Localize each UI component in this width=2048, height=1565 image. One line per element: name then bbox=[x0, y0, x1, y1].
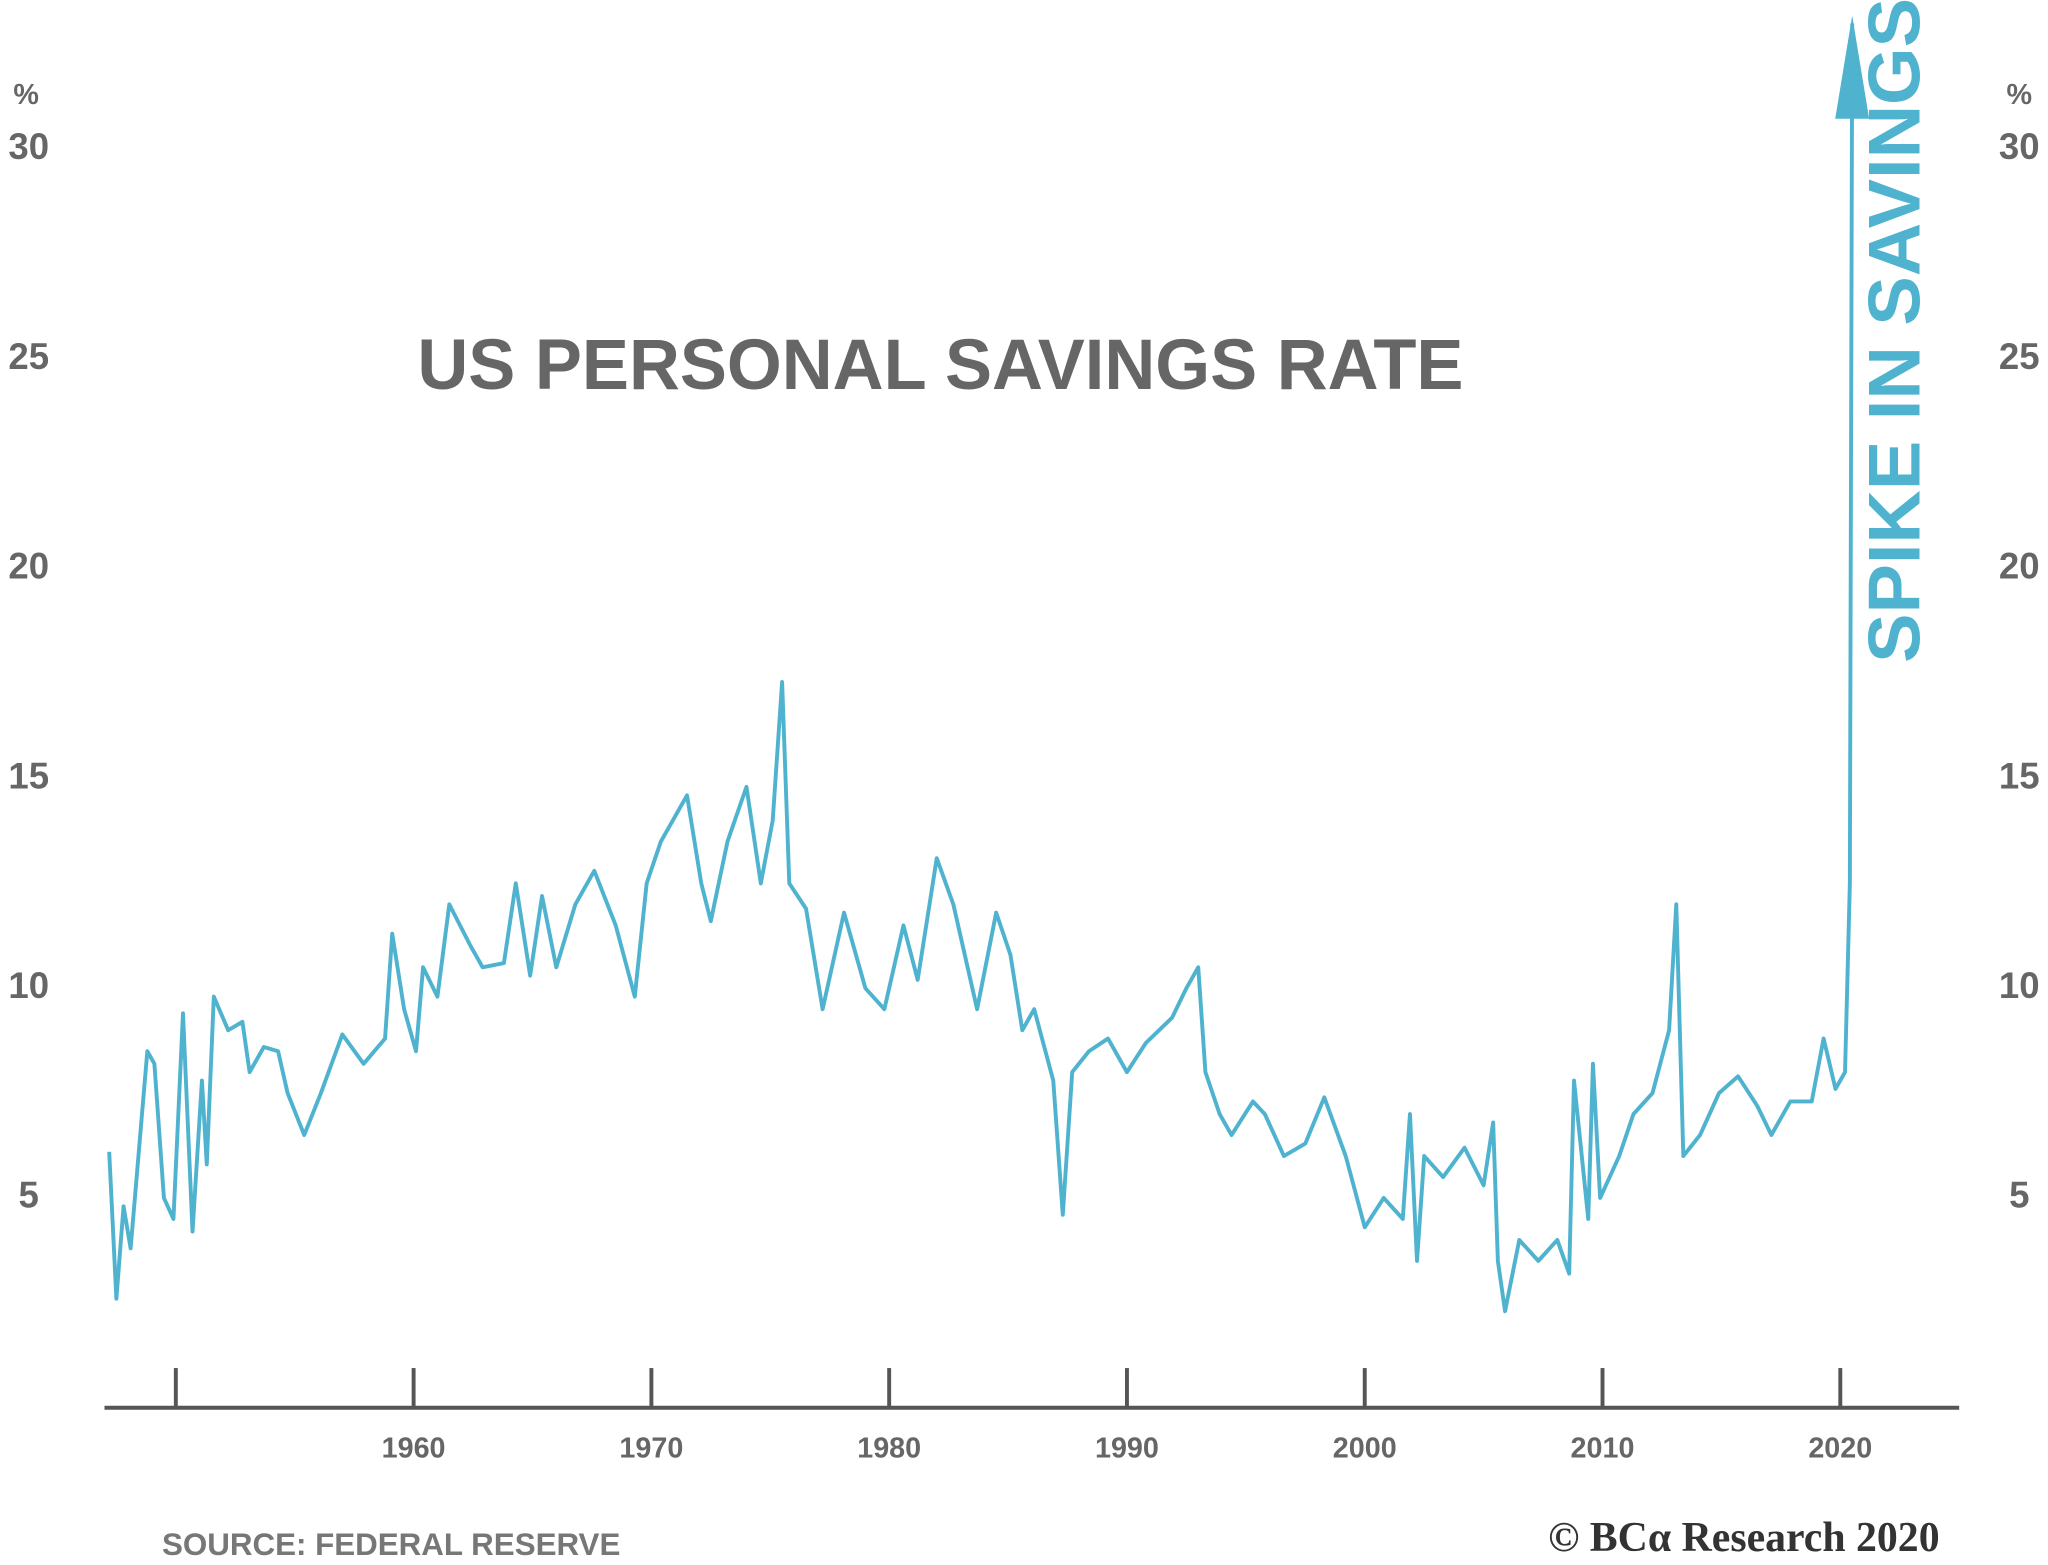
y-tick-label: 15 bbox=[8, 755, 49, 796]
x-tick-label: 1990 bbox=[1095, 1433, 1159, 1465]
x-tick-label: 2020 bbox=[1808, 1433, 1872, 1465]
y-tick-label-right: 15 bbox=[1999, 755, 2040, 796]
x-tick-label: 2000 bbox=[1333, 1433, 1397, 1465]
source: SOURCE: FEDERAL RESERVE bbox=[162, 1526, 620, 1562]
y-tick-label-right: 25 bbox=[1999, 336, 2040, 377]
y-tick-label: 20 bbox=[8, 545, 49, 586]
y-tick-label-right: 10 bbox=[1999, 965, 2040, 1006]
y-unit-right: % bbox=[2006, 79, 2032, 111]
y-tick-label: 5 bbox=[19, 1175, 39, 1216]
arrow-head bbox=[1835, 15, 1870, 119]
y-tick-label-right: 30 bbox=[1999, 126, 2040, 167]
chart-title: US PERSONAL SAVINGS RATE bbox=[417, 326, 1463, 405]
x-tick-label: 1980 bbox=[857, 1433, 921, 1465]
y-tick-label-right: 20 bbox=[1999, 545, 2040, 586]
y-tick-label: 25 bbox=[8, 336, 49, 377]
x-tick-label: 2010 bbox=[1571, 1433, 1635, 1465]
y-tick-label: 30 bbox=[8, 126, 49, 167]
x-tick-label: 1960 bbox=[382, 1433, 446, 1465]
y-tick-label: 10 bbox=[8, 965, 49, 1006]
y-unit-left: % bbox=[13, 79, 39, 111]
credit: © BCα Research 2020 bbox=[1548, 1515, 1939, 1561]
y-tick-label-right: 5 bbox=[2009, 1175, 2029, 1216]
x-tick-label: 1970 bbox=[619, 1433, 683, 1465]
series-line bbox=[107, 23, 1855, 1314]
